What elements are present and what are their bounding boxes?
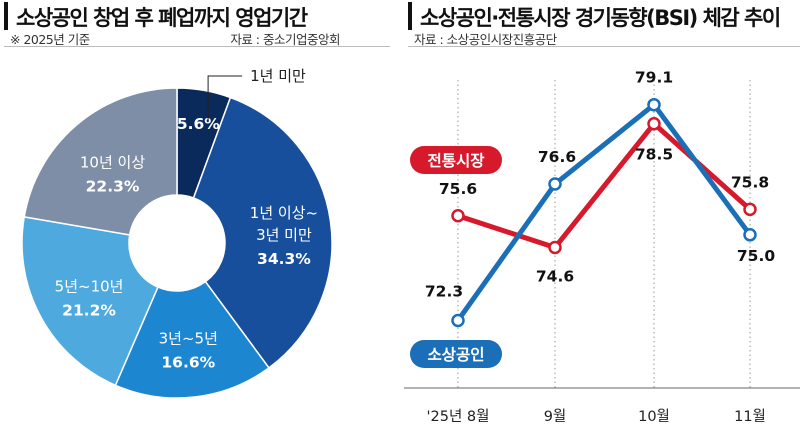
data-label: 79.1 — [635, 69, 673, 87]
left-panel: 소상공인 창업 후 폐업까지 영업기간 ※ 2025년 기준 자료 : 중소기업… — [0, 0, 390, 429]
x-tick-label: 9월 — [544, 408, 567, 425]
pie-note: ※ 2025년 기준 — [10, 32, 90, 47]
data-point — [743, 202, 757, 217]
line-chart: '25년 8월 9월 10월 11월 75.6 74.6 78.5 75.8 72.3 76.6 7… — [404, 69, 800, 425]
title-marker — [408, 2, 412, 30]
data-label: 75.8 — [731, 173, 769, 191]
data-label: 75.6 — [439, 180, 477, 198]
data-point — [451, 313, 465, 328]
pie-source: 자료 : 중소기업중앙회 — [230, 32, 340, 47]
pie-slice — [23, 87, 178, 236]
slice-value: 22.3% — [86, 178, 140, 196]
data-point — [743, 228, 757, 242]
legend-label: 전통시장 — [427, 152, 485, 170]
pie-slice — [21, 215, 159, 387]
slice-value: 21.2% — [62, 302, 116, 320]
series-line — [455, 102, 753, 322]
legend-badge — [410, 146, 502, 174]
line-source: 자료 : 소상공인시장진흥공단 — [414, 32, 557, 47]
donut-chart: 5.6% 1년 미만 1년 이상~ 3년 미만 34.3% 3년~5년 16.6% 5년~10… — [21, 67, 333, 399]
divider — [4, 46, 390, 47]
callout-line — [207, 75, 243, 121]
data-label: 74.6 — [536, 267, 574, 285]
slice-value: 34.3% — [257, 250, 311, 268]
slice-label: 3년 미만 — [256, 226, 312, 244]
pie-slice — [192, 96, 333, 369]
data-label: 75.0 — [737, 247, 775, 265]
legend-label: 소상공인 — [427, 346, 484, 364]
title-marker — [4, 2, 8, 30]
data-point — [647, 97, 661, 112]
data-point — [548, 240, 562, 255]
right-panel: 소상공인·전통시장 경기동향(BSI) 체감 추이 자료 : 소상공인시장진흥공… — [404, 0, 800, 429]
pie-slice — [114, 280, 270, 399]
slice-label: 3년~5년 — [159, 329, 218, 347]
slice-label: 10년 이상 — [80, 154, 145, 172]
data-label: 76.6 — [538, 148, 576, 166]
slice-value: 5.6% — [177, 115, 220, 133]
slice-label: 1년 미만 — [250, 67, 306, 85]
pie-title: 소상공인 창업 후 폐업까지 영업기간 — [16, 6, 308, 30]
slice-value: 16.6% — [161, 353, 215, 371]
x-tick-label: '25년 8월 — [427, 408, 490, 425]
x-tick-label: 10월 — [638, 408, 670, 425]
line-title: 소상공인·전통시장 경기동향(BSI) 체감 추이 — [420, 6, 781, 30]
slice-label: 5년~10년 — [55, 278, 124, 296]
data-label: 78.5 — [635, 146, 673, 164]
data-label: 72.3 — [425, 282, 463, 300]
slice-label: 1년 이상~ — [250, 204, 318, 222]
data-point — [548, 177, 562, 191]
data-point — [647, 116, 661, 131]
data-point — [451, 209, 465, 223]
divider — [408, 46, 800, 47]
x-tick-label: 11월 — [734, 408, 766, 425]
legend-badge — [410, 340, 502, 368]
